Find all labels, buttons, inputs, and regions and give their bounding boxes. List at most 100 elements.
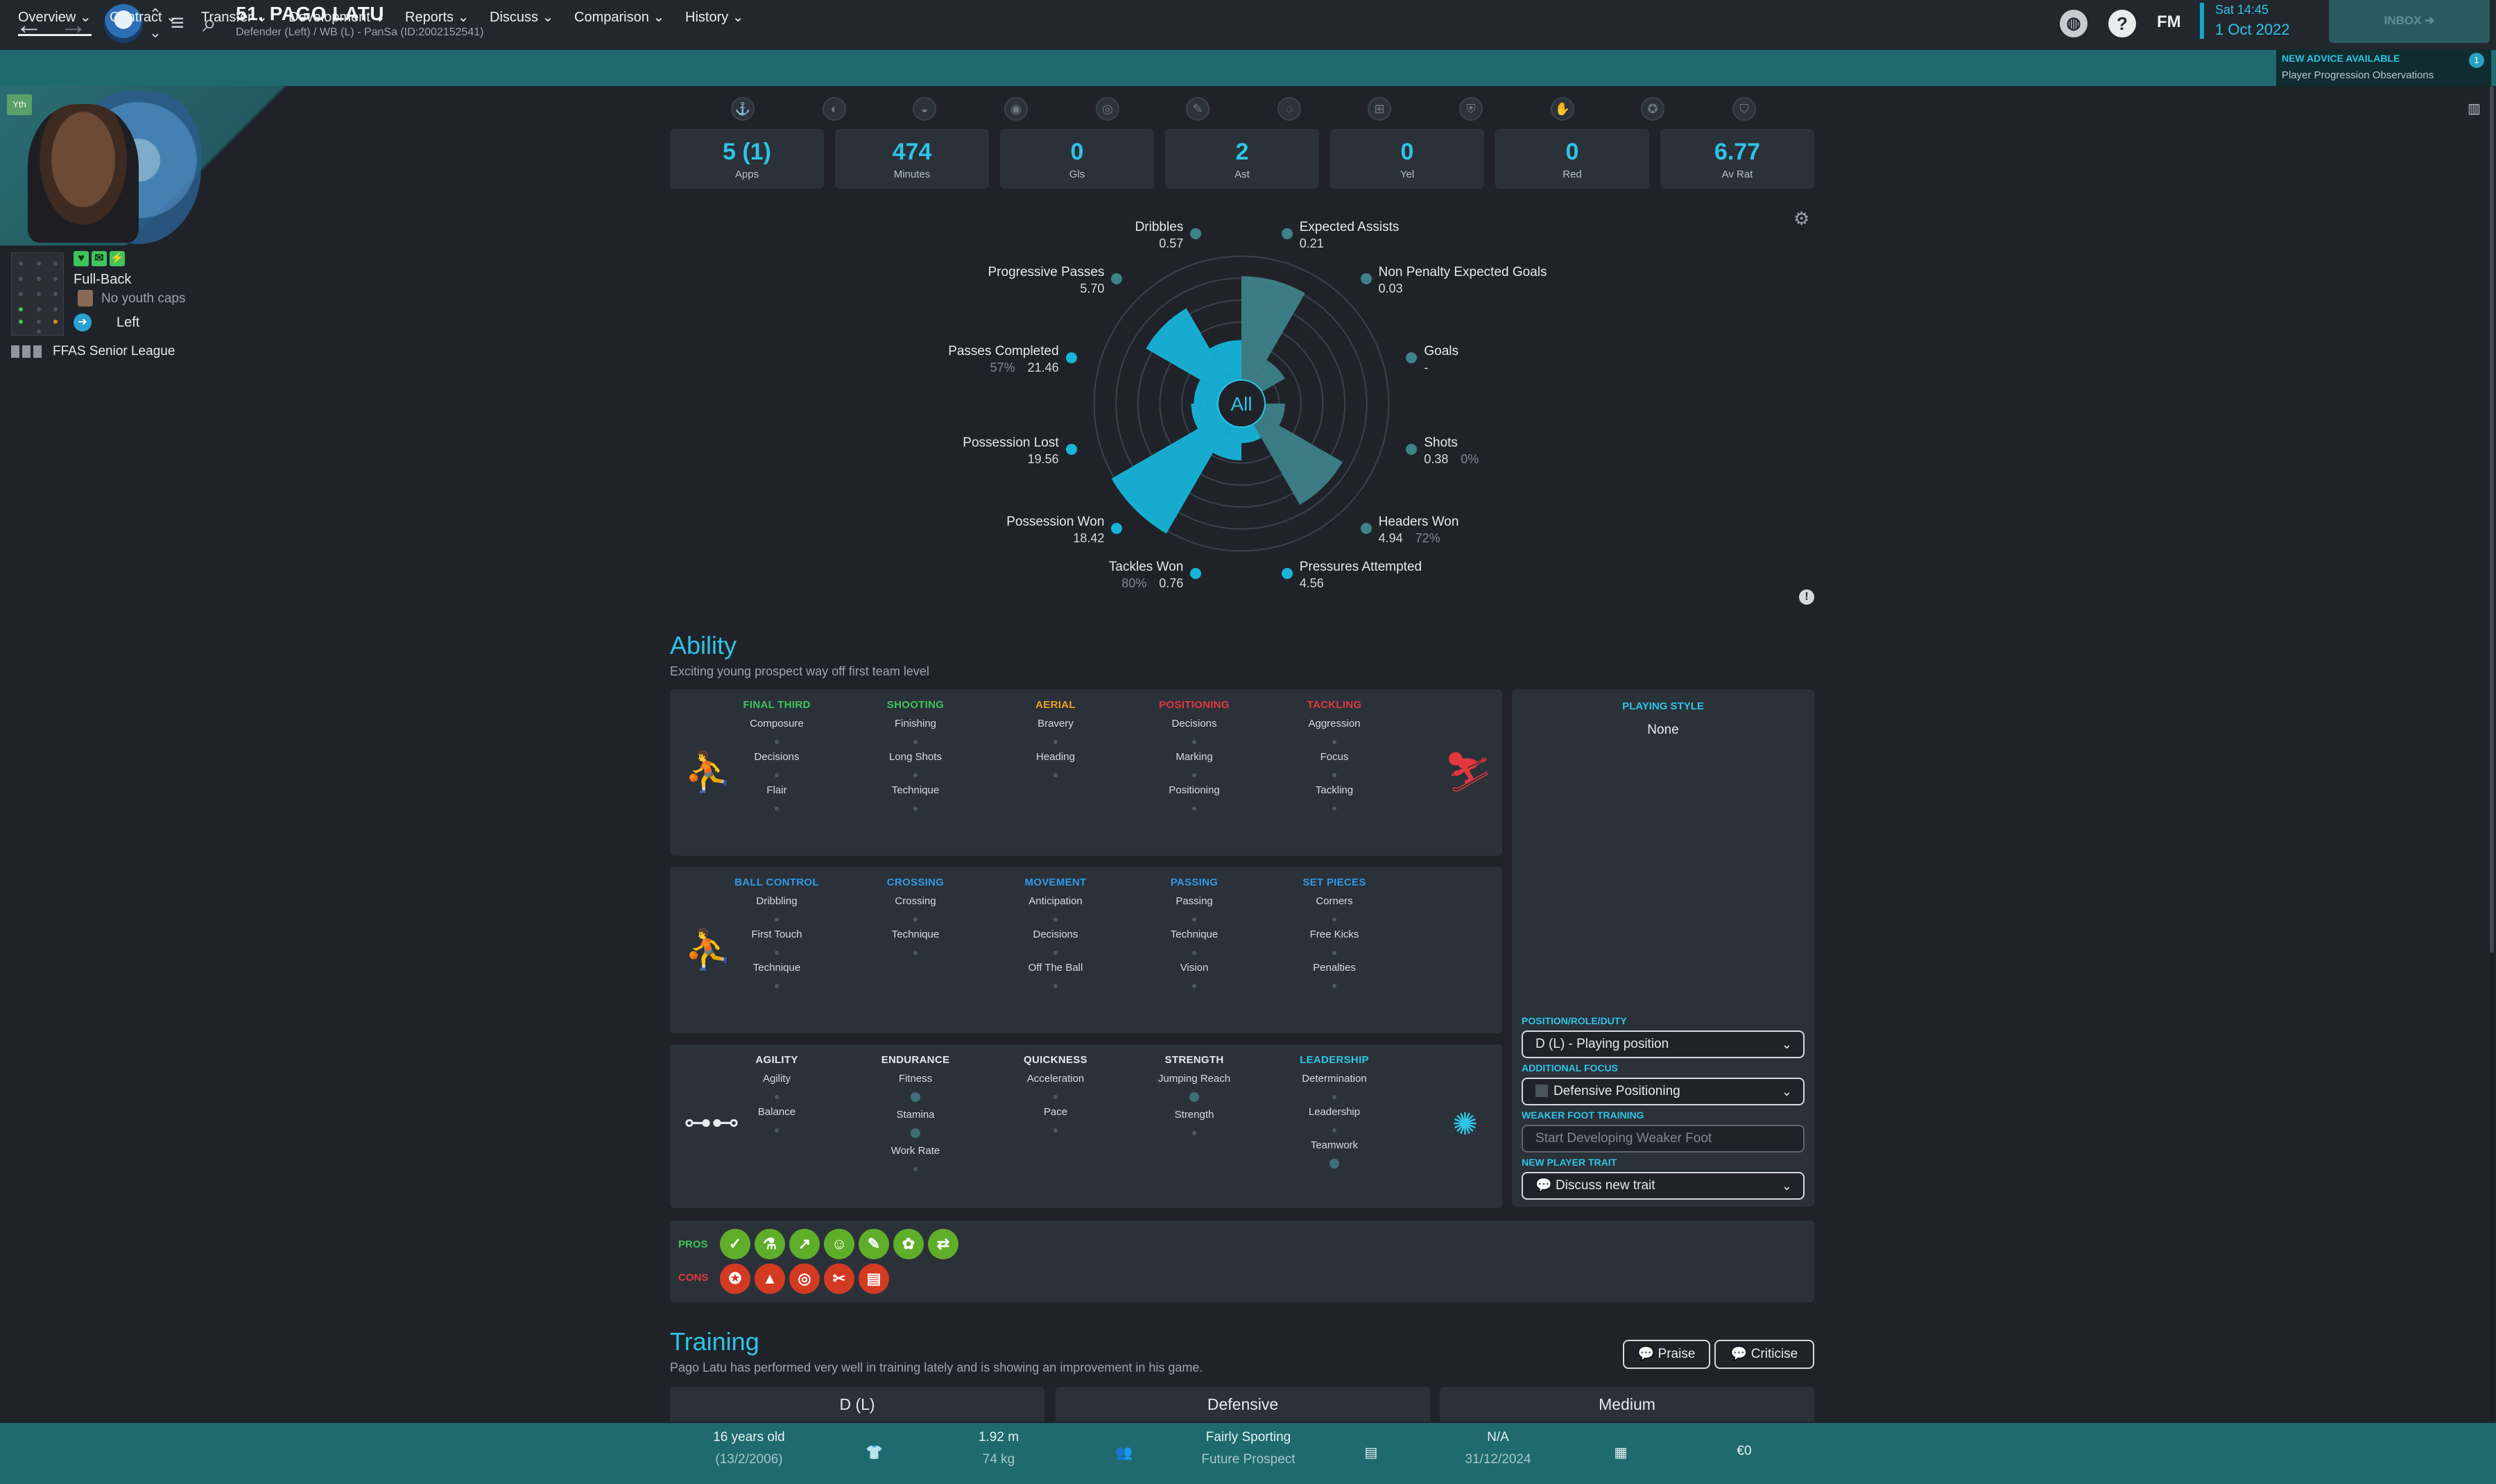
attribute-label[interactable]: Jumping Reach — [1157, 1073, 1231, 1085]
radar-point[interactable] — [1281, 227, 1293, 239]
training-position-tab[interactable]: D (L) — [670, 1387, 1044, 1422]
attribute-label[interactable] — [993, 784, 1118, 797]
radar-point[interactable] — [1111, 522, 1123, 534]
radar-metric-label[interactable]: Possession Lost 19.56 — [963, 434, 1058, 467]
additional-focus-dropdown[interactable]: Defensive Positioning ⌄ — [1522, 1078, 1805, 1105]
radar-point[interactable] — [1360, 273, 1372, 285]
scrollbar-thumb[interactable] — [2490, 86, 2494, 953]
radar-point[interactable] — [1406, 352, 1418, 364]
attribute-label[interactable]: Bravery — [1038, 718, 1074, 730]
attribute-label[interactable]: Corners — [1316, 895, 1353, 907]
attribute-label[interactable]: Long Shots — [889, 751, 942, 763]
book-icon[interactable]: ▤ — [859, 1263, 889, 1294]
weaker-foot-button[interactable]: Start Developing Weaker Foot — [1522, 1125, 1805, 1153]
anchor-icon[interactable]: ⚓ — [731, 97, 755, 121]
shield-icon[interactable]: ⛨ — [1459, 97, 1483, 121]
attribute-label[interactable]: Decisions — [1171, 718, 1217, 730]
menu-icon[interactable]: ≡ — [171, 10, 184, 36]
handshake-icon[interactable]: ⇄ — [928, 1229, 958, 1259]
tab-transfer[interactable]: Transfer ⌄ — [201, 10, 268, 25]
attribute-label[interactable]: Composure — [750, 718, 804, 730]
attribute-label[interactable]: Heading — [1036, 751, 1075, 763]
attribute-label[interactable]: Focus — [1320, 751, 1349, 763]
prev-next-player-icon[interactable]: ⌃ ⌄ — [148, 6, 162, 41]
attribute-label[interactable]: Pace — [1043, 1106, 1068, 1118]
clipboard-icon[interactable]: ▥ — [2468, 101, 2481, 117]
trophy-icon[interactable]: ◍ — [2060, 10, 2088, 37]
tab-contract[interactable]: Contract ⌄ — [110, 10, 178, 25]
inbox-button[interactable]: INBOX ➜ — [2329, 0, 2490, 43]
scissors-icon[interactable]: ✂ — [824, 1263, 854, 1294]
stat-assists[interactable]: 2 Ast — [1165, 129, 1319, 189]
training-intensity-tab[interactable]: Medium — [1440, 1387, 1814, 1422]
cone-icon[interactable]: ▲ — [755, 1263, 785, 1294]
attribute-label[interactable]: Tackling — [1315, 784, 1354, 796]
attribute-label[interactable]: Stamina — [896, 1109, 935, 1121]
attribute-label[interactable]: Finishing — [894, 718, 937, 730]
stat-rating[interactable]: 6.77 Av Rat — [1660, 129, 1814, 189]
attribute-label[interactable]: Flair — [766, 784, 787, 796]
radar-metric-label[interactable]: Tackles Won 80% 0.76 — [1109, 558, 1183, 591]
radar-metric-label[interactable]: Goals - — [1424, 343, 1458, 375]
target-icon[interactable]: ◌ — [1277, 97, 1301, 121]
target-icon[interactable]: ◎ — [789, 1263, 820, 1294]
attribute-label[interactable]: First Touch — [751, 929, 802, 940]
league-label[interactable]: FFAS Senior League — [53, 344, 175, 359]
attribute-label[interactable]: Off The Ball — [1028, 962, 1083, 974]
tab-overview[interactable]: Overview ⌄ — [18, 0, 92, 36]
boot-icon[interactable]: ✓ — [720, 1229, 750, 1259]
attribute-label[interactable]: Technique — [891, 784, 940, 796]
attribute-label[interactable]: Technique — [891, 929, 940, 940]
attribute-label[interactable]: Strength — [1174, 1109, 1214, 1121]
radar-point[interactable] — [1065, 443, 1077, 455]
pen-icon[interactable]: ✎ — [1186, 97, 1210, 121]
search-icon[interactable]: ⌕ — [203, 8, 217, 37]
advice-panel[interactable]: NEW ADVICE AVAILABLE Player Progression … — [2276, 50, 2491, 86]
radar-metric-label[interactable]: Dribbles 0.57 — [1135, 218, 1184, 251]
medal-icon[interactable]: ✪ — [720, 1263, 750, 1294]
stat-yellow[interactable]: 0 Yel — [1330, 129, 1484, 189]
radar-point[interactable] — [1190, 227, 1202, 239]
ball-icon[interactable]: ◉ — [1004, 97, 1028, 121]
radar-metric-label[interactable]: Passes Completed 57% 21.46 — [948, 343, 1058, 375]
attribute-label[interactable]: Vision — [1180, 962, 1209, 974]
info-icon[interactable]: ! — [1799, 589, 1814, 605]
pen-icon[interactable]: ✎ — [859, 1229, 889, 1259]
gear-icon[interactable]: ⚙ — [1793, 208, 1810, 229]
attribute-label[interactable] — [853, 962, 978, 974]
trend-icon[interactable]: ↗ — [789, 1229, 820, 1259]
radar-metric-label[interactable]: Pressures Attempted 4.56 — [1300, 558, 1422, 591]
radar-metric-label[interactable]: Expected Assists 0.21 — [1300, 218, 1400, 251]
flower-icon[interactable]: ✿ — [893, 1229, 924, 1259]
whistle-icon[interactable]: ◐ — [823, 97, 846, 121]
radar-metric-label[interactable]: Headers Won 4.94 72% — [1379, 513, 1459, 546]
radar-point[interactable] — [1111, 273, 1123, 285]
attribute-label[interactable]: Marking — [1176, 751, 1213, 763]
radar-point[interactable] — [1360, 522, 1372, 534]
attribute-label[interactable]: Determination — [1302, 1073, 1367, 1085]
help-icon[interactable]: ? — [2108, 10, 2136, 37]
attribute-label[interactable]: Agility — [762, 1073, 791, 1085]
attribute-label[interactable]: Fitness — [898, 1073, 933, 1085]
attribute-label[interactable]: Technique — [1170, 929, 1219, 940]
fm-logo[interactable]: FM — [2157, 12, 2181, 31]
tab-development[interactable]: Development ⌄ — [289, 10, 386, 25]
attribute-label[interactable]: Teamwork — [1310, 1139, 1359, 1151]
position-pitch-map[interactable] — [11, 252, 64, 336]
tab-history[interactable]: History ⌄ — [685, 10, 744, 25]
attribute-label[interactable]: Passing — [1176, 895, 1213, 907]
attribute-label[interactable]: Technique — [752, 962, 801, 974]
attribute-label[interactable]: Decisions — [754, 751, 800, 763]
training-focus-tab[interactable]: Defensive — [1056, 1387, 1430, 1422]
stat-goals[interactable]: 0 Gls — [1000, 129, 1154, 189]
boot-icon[interactable]: ◒ — [913, 97, 936, 121]
attribute-label[interactable] — [714, 1139, 839, 1152]
attribute-label[interactable] — [993, 1139, 1118, 1152]
radar-metric-label[interactable]: Progressive Passes 5.70 — [988, 264, 1105, 296]
criticise-button[interactable]: 💬 Criticise — [1714, 1340, 1814, 1369]
radar-point[interactable] — [1281, 568, 1293, 580]
radar-point[interactable] — [1190, 568, 1202, 580]
attribute-label[interactable]: Free Kicks — [1309, 929, 1359, 940]
attribute-label[interactable]: Aggression — [1308, 718, 1361, 730]
tab-reports[interactable]: Reports ⌄ — [405, 10, 470, 25]
